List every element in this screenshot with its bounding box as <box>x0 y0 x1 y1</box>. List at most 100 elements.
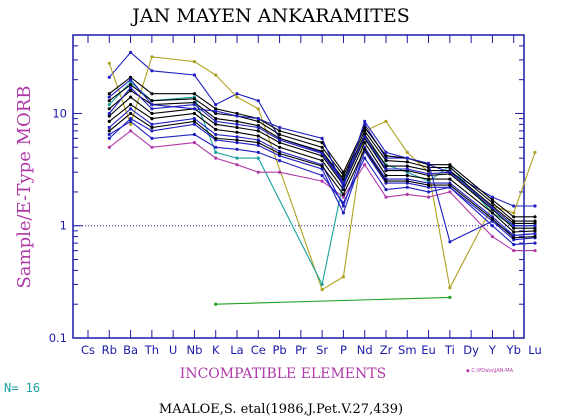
data-point <box>150 69 154 73</box>
x-tick-label: Pr <box>295 343 307 357</box>
data-point <box>150 103 154 107</box>
data-point <box>427 185 431 189</box>
x-axis: Cs Rb Ba Th U Nb K La Ce Pb Pr Sr P Nd Zr Sm Eu Ti Dy Y Yb Lu <box>81 35 542 357</box>
data-point <box>363 119 367 123</box>
data-point <box>405 192 409 196</box>
data-point <box>129 103 133 107</box>
data-point <box>341 192 345 196</box>
data-point <box>405 164 409 168</box>
data-point <box>384 150 388 154</box>
x-tick-label: Rb <box>102 343 117 357</box>
data-point <box>214 150 218 154</box>
data-point <box>384 179 388 183</box>
data-point <box>533 229 537 233</box>
x-tick-label: Ce <box>251 343 266 357</box>
series-line <box>108 76 535 218</box>
data-point <box>320 167 324 171</box>
data-point <box>214 302 218 306</box>
data-point <box>341 204 345 208</box>
data-point <box>320 282 324 286</box>
data-point <box>533 249 537 253</box>
data-point <box>107 136 111 140</box>
data-point <box>107 103 111 107</box>
series-line <box>108 103 536 233</box>
data-point <box>448 240 452 244</box>
data-point <box>278 129 282 133</box>
data-point <box>533 204 537 208</box>
data-point <box>448 286 452 290</box>
data-point <box>192 73 196 77</box>
data-point <box>150 55 154 59</box>
data-point <box>107 119 111 123</box>
data-point <box>235 111 239 116</box>
data-point <box>320 151 324 156</box>
data-point <box>150 99 154 103</box>
data-point <box>341 275 345 279</box>
data-point <box>214 109 218 113</box>
data-point <box>512 224 516 228</box>
data-point <box>320 141 324 145</box>
data-point <box>533 241 537 245</box>
data-point <box>405 160 409 164</box>
data-point <box>192 141 196 145</box>
data-point <box>427 195 431 199</box>
data-point <box>256 150 260 154</box>
data-point <box>192 119 196 123</box>
data-point <box>129 95 133 99</box>
data-point <box>363 129 367 133</box>
x-tick-label: Sm <box>398 343 417 357</box>
x-tick-label: Cs <box>81 343 95 357</box>
data-point <box>490 206 494 210</box>
series-line <box>108 86 535 227</box>
data-point <box>235 141 239 145</box>
data-point <box>320 173 324 178</box>
data-point <box>405 173 409 178</box>
data-point <box>256 99 260 103</box>
data-point <box>427 177 431 181</box>
data-point <box>235 135 239 139</box>
data-point <box>256 134 260 138</box>
data-point <box>512 242 516 247</box>
data-point <box>363 135 367 139</box>
series-line <box>108 78 536 243</box>
data-point <box>490 217 494 221</box>
data-point <box>107 92 111 96</box>
data-point <box>192 103 196 107</box>
data-point <box>512 211 516 215</box>
data-point <box>214 103 218 107</box>
x-tick-label: Pb <box>272 343 286 357</box>
data-point <box>278 141 282 145</box>
data-point <box>150 122 154 126</box>
data-point <box>533 232 537 236</box>
x-tick-label: Dy <box>463 343 479 357</box>
data-point <box>363 125 367 130</box>
data-point <box>363 163 367 167</box>
data-point <box>427 169 431 173</box>
data-point <box>384 159 388 163</box>
data-point <box>129 122 133 126</box>
data-point <box>533 235 537 239</box>
data-point <box>278 145 282 149</box>
series-line <box>108 81 535 287</box>
data-point <box>448 165 452 170</box>
y-axis: 0.1 1 10 <box>49 34 524 345</box>
data-point <box>192 122 196 126</box>
data-point <box>341 185 345 189</box>
x-tick-label: U <box>169 343 177 357</box>
y-tick-label: 0.1 <box>49 331 67 345</box>
data-point <box>512 215 516 219</box>
data-point <box>192 132 196 137</box>
data-point <box>341 188 345 192</box>
data-point <box>512 226 516 230</box>
data-point <box>214 136 218 140</box>
data-point <box>235 156 239 160</box>
data-point <box>256 138 260 142</box>
data-point <box>107 61 111 65</box>
data-point <box>512 219 516 223</box>
data-point <box>150 125 154 130</box>
data-point <box>256 156 260 160</box>
data-point <box>256 107 260 111</box>
data-point <box>384 154 388 158</box>
data-point <box>490 235 494 239</box>
data-point <box>256 117 260 121</box>
